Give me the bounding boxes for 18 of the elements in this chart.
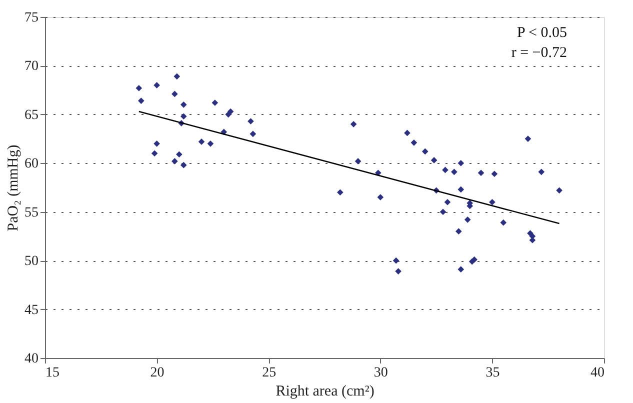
y-tick-label: 55 xyxy=(24,205,38,220)
y-axis-title: PaO₂ (mmHg) xyxy=(6,144,22,232)
y-tick-label: 65 xyxy=(24,108,38,123)
y-tick-label: 50 xyxy=(24,254,38,270)
x-tick-label: 15 xyxy=(46,366,60,380)
x-tick-label: 20 xyxy=(150,366,164,380)
y-tick-label: 70 xyxy=(24,59,38,74)
x-axis-title: Right area (cm²) xyxy=(276,384,374,400)
x-tick-label: 30 xyxy=(374,366,388,380)
y-tick-label: 60 xyxy=(24,156,38,172)
annotation: r = −0.72 xyxy=(511,45,567,61)
y-tick-label: 40 xyxy=(24,352,38,366)
annotation: P < 0.05 xyxy=(517,25,567,41)
x-tick-label: 35 xyxy=(486,366,500,380)
y-tick-label: 75 xyxy=(24,10,38,26)
y-tick-label: 45 xyxy=(24,302,38,318)
x-tick-label: 25 xyxy=(262,366,276,380)
x-tick-label: 40 xyxy=(590,366,604,380)
